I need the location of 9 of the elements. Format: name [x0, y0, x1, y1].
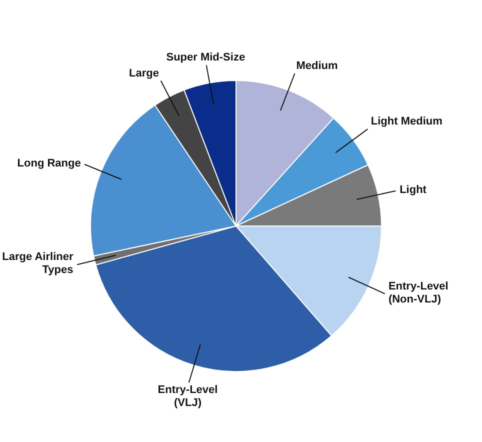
slice-label: Long Range [17, 157, 81, 170]
slice-label: Large [129, 67, 160, 80]
slice-label: Entry-Level (VLJ) [158, 384, 218, 410]
slice-label: Medium [296, 60, 338, 72]
slice-label: Light Medium [370, 116, 443, 128]
slice-label: Super Mid-Size [166, 52, 246, 64]
slice-label: Entry-Level (Non-VLJ) [388, 280, 448, 306]
slice-label: Light [400, 184, 427, 196]
slice-label: Large Airliner Types [2, 251, 74, 276]
